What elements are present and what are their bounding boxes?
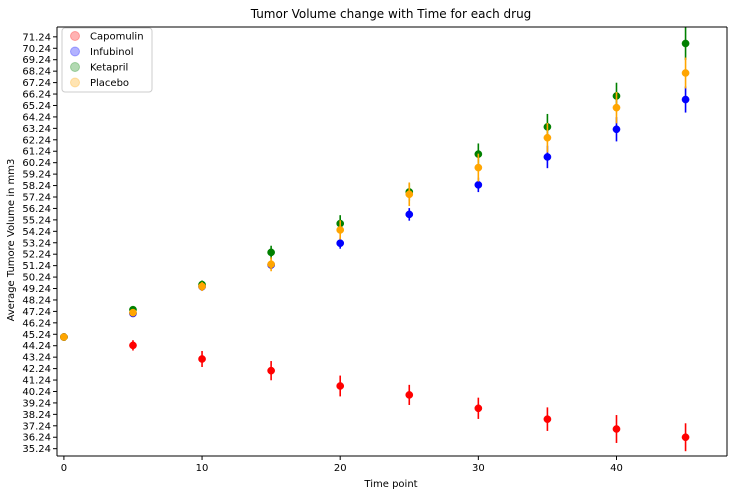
data-point xyxy=(267,366,275,375)
legend-label: Ketapril xyxy=(90,63,128,74)
y-tick-label: 68.24 xyxy=(22,67,51,78)
y-tick-label: 67.24 xyxy=(22,78,51,89)
data-point xyxy=(543,133,552,142)
y-tick-label: 36.24 xyxy=(22,433,51,444)
y-tick-label: 56.24 xyxy=(22,204,51,215)
data-point xyxy=(405,210,414,219)
y-tick-label: 71.24 xyxy=(22,32,51,43)
y-tick-label: 46.24 xyxy=(22,318,51,329)
y-tick-label: 41.24 xyxy=(22,376,51,387)
data-point xyxy=(474,163,483,172)
data-point xyxy=(474,404,483,413)
y-tick-label: 51.24 xyxy=(22,261,51,272)
y-tick-label: 39.24 xyxy=(22,398,51,409)
y-tick-label: 57.24 xyxy=(22,192,51,203)
y-tick-label: 65.24 xyxy=(22,101,51,112)
y-tick-label: 64.24 xyxy=(22,112,51,123)
data-point xyxy=(405,391,414,399)
y-tick-label: 48.24 xyxy=(22,295,51,306)
data-point xyxy=(543,153,552,161)
y-tick-label: 35.24 xyxy=(22,444,51,455)
data-point xyxy=(336,226,345,234)
y-tick-label: 53.24 xyxy=(22,238,51,249)
x-tick-label: 40 xyxy=(610,463,623,474)
y-tick-label: 43.24 xyxy=(22,353,51,364)
x-tick-label: 20 xyxy=(334,463,347,474)
legend-marker xyxy=(70,62,80,72)
legend-label: Infubinol xyxy=(90,47,134,58)
series-placebo xyxy=(60,57,690,341)
plot-background xyxy=(57,27,727,456)
data-point xyxy=(681,39,690,48)
y-tick-label: 44.24 xyxy=(22,341,51,352)
y-tick-label: 69.24 xyxy=(22,55,51,66)
y-tick-label: 66.24 xyxy=(22,90,51,101)
plot-area xyxy=(57,27,727,456)
data-point xyxy=(60,333,68,341)
legend-marker xyxy=(70,46,80,57)
y-tick-label: 52.24 xyxy=(22,250,51,261)
legend-marker xyxy=(70,31,80,41)
data-point xyxy=(267,260,275,269)
y-tick-label: 38.24 xyxy=(22,410,51,421)
data-point xyxy=(129,308,137,317)
axes: 0 10 20 30 4035.2436.2437.2438.2439.2440.244… xyxy=(22,26,728,474)
y-tick-label: 62.24 xyxy=(22,135,51,146)
data-point xyxy=(474,181,483,189)
y-tick-label: 58.24 xyxy=(22,181,51,192)
y-tick-label: 45.24 xyxy=(22,330,51,341)
y-tick-label: 47.24 xyxy=(22,307,51,318)
y-tick-label: 49.24 xyxy=(22,284,51,295)
data-point xyxy=(681,69,690,77)
y-tick-label: 50.24 xyxy=(22,273,51,284)
x-tick-label: 10 xyxy=(196,463,209,474)
x-axis-title: Time point xyxy=(363,479,417,490)
y-tick-label: 55.24 xyxy=(22,215,51,226)
data-point xyxy=(198,282,206,291)
data-point xyxy=(336,239,345,248)
data-point xyxy=(612,103,621,112)
x-tick-label: 0 xyxy=(61,463,67,474)
data-point xyxy=(681,433,690,442)
y-tick-label: 59.24 xyxy=(22,170,51,181)
legend: Capomulin Infubinol Ketapril Placebo xyxy=(61,27,153,93)
data-point xyxy=(612,125,621,134)
data-point xyxy=(612,425,621,433)
data-point xyxy=(336,382,345,390)
legend-marker xyxy=(70,77,80,88)
y-tick-label: 63.24 xyxy=(22,124,51,135)
chart-title: Tumor Volume change with Time for each d… xyxy=(250,7,532,21)
data-point xyxy=(129,341,137,350)
legend-box xyxy=(61,27,153,93)
data-point xyxy=(267,248,275,257)
y-tick-label: 40.24 xyxy=(22,387,51,398)
y-tick-label: 60.24 xyxy=(22,158,51,169)
data-marks xyxy=(60,26,690,452)
y-tick-label: 54.24 xyxy=(22,227,51,238)
legend-label: Placebo xyxy=(90,78,129,89)
data-point xyxy=(198,355,206,363)
y-tick-label: 37.24 xyxy=(22,421,51,432)
series-capomulin xyxy=(60,333,690,452)
data-point xyxy=(681,95,690,104)
y-axis-title: Average Tumore Volume in mm3 xyxy=(6,159,17,322)
data-point xyxy=(543,415,552,424)
y-tick-label: 70.24 xyxy=(22,44,51,55)
y-tick-label: 42.24 xyxy=(22,364,51,375)
data-point xyxy=(405,190,414,199)
legend-label: Capomulin xyxy=(90,32,144,43)
x-tick-label: 30 xyxy=(472,463,485,474)
y-tick-label: 61.24 xyxy=(22,147,51,158)
